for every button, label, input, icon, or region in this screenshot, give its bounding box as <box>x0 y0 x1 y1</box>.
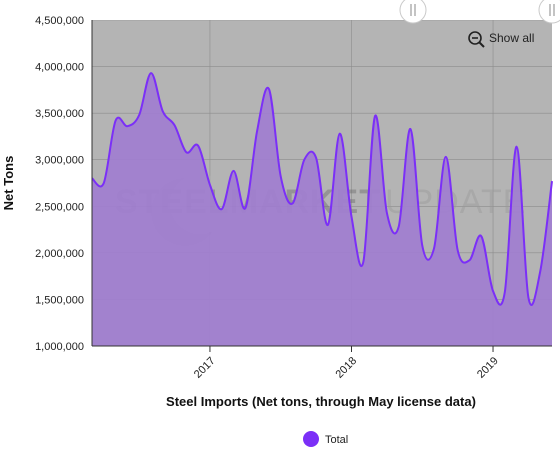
navigator-left-handle[interactable] <box>399 0 427 24</box>
x-axis-title: Steel Imports (Net tons, through May lic… <box>166 394 476 409</box>
data-point[interactable] <box>455 247 461 253</box>
y-tick-label: 3,500,000 <box>35 108 84 120</box>
data-point[interactable] <box>549 178 555 184</box>
data-point[interactable] <box>195 143 201 149</box>
legend-marker-total <box>303 431 319 447</box>
data-point[interactable] <box>514 144 520 150</box>
data-point[interactable] <box>101 180 107 186</box>
x-tick-label: 2017 <box>192 355 218 381</box>
data-point[interactable] <box>384 210 390 216</box>
data-point[interactable] <box>219 206 225 212</box>
data-point[interactable] <box>136 112 142 118</box>
data-point[interactable] <box>160 108 166 114</box>
range-navigator[interactable] <box>92 0 560 24</box>
data-point[interactable] <box>278 173 284 179</box>
navigator-track[interactable] <box>92 0 552 20</box>
data-point[interactable] <box>396 224 402 230</box>
data-point[interactable] <box>537 268 543 274</box>
y-tick-label: 2,000,000 <box>35 248 84 260</box>
data-point[interactable] <box>290 200 296 206</box>
data-point[interactable] <box>348 214 354 220</box>
data-point[interactable] <box>242 205 248 211</box>
data-point[interactable] <box>466 257 472 263</box>
y-tick-label: 1,000,000 <box>35 341 84 353</box>
y-tick-label: 2,500,000 <box>35 201 84 213</box>
x-tick-label: 2018 <box>333 355 359 381</box>
data-point[interactable] <box>254 128 260 134</box>
y-axis-title: Net Tons <box>1 156 16 211</box>
data-point[interactable] <box>231 168 237 174</box>
legend-label-total: Total <box>325 434 348 446</box>
zoom-out-icon <box>468 31 485 48</box>
data-point[interactable] <box>301 157 307 163</box>
data-point[interactable] <box>443 154 449 160</box>
show-all-button[interactable]: Show all <box>468 31 534 48</box>
data-point[interactable] <box>325 222 331 228</box>
data-point[interactable] <box>490 288 496 294</box>
y-tick-label: 4,500,000 <box>35 15 84 27</box>
data-point[interactable] <box>407 126 413 132</box>
data-point[interactable] <box>148 70 154 76</box>
y-tick-label: 3,000,000 <box>35 155 84 167</box>
x-axis-ticks: 2017 2018 2019 <box>192 346 501 381</box>
data-point[interactable] <box>525 295 531 301</box>
x-tick-label: 2019 <box>475 355 501 381</box>
navigator-right-handle[interactable] <box>538 0 560 24</box>
data-point[interactable] <box>360 259 366 265</box>
data-point[interactable] <box>183 149 189 155</box>
data-point[interactable] <box>478 233 484 239</box>
data-point[interactable] <box>207 182 213 188</box>
data-point[interactable] <box>313 155 319 161</box>
data-point[interactable] <box>124 123 130 129</box>
data-point[interactable] <box>419 242 425 248</box>
data-point[interactable] <box>113 118 119 124</box>
data-point[interactable] <box>266 86 272 92</box>
show-all-label: Show all <box>489 31 534 45</box>
data-point[interactable] <box>431 245 437 251</box>
data-point[interactable] <box>502 289 508 295</box>
y-tick-label: 4,000,000 <box>35 62 84 74</box>
y-axis-ticks: 1,000,000 1,500,000 2,000,000 2,500,000 3,00… <box>35 15 84 353</box>
legend[interactable]: Total <box>303 431 348 447</box>
data-point[interactable] <box>372 113 378 119</box>
total-series-area <box>92 73 552 346</box>
data-point[interactable] <box>337 131 343 137</box>
data-point[interactable] <box>172 122 178 128</box>
y-tick-label: 1,500,000 <box>35 294 84 306</box>
total-series-line <box>91 72 553 306</box>
